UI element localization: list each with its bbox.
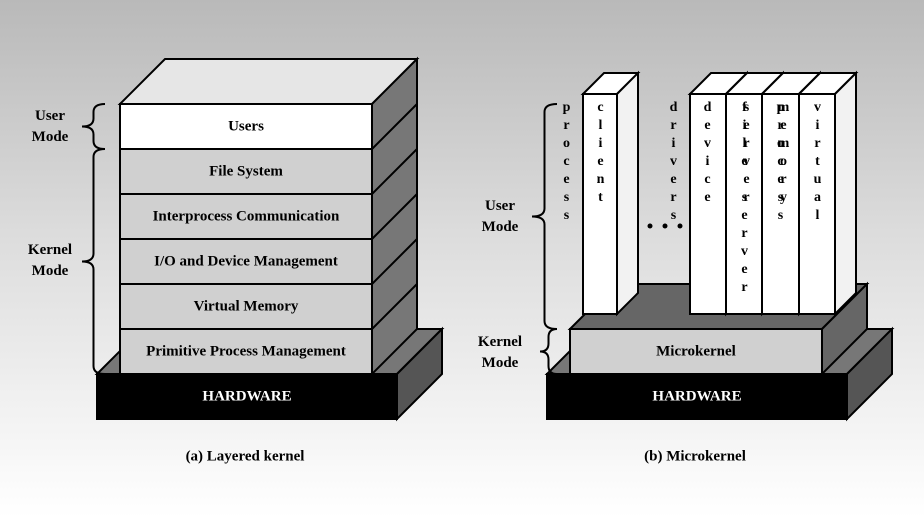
process-column-label: process server [739,100,788,226]
brace [81,148,106,375]
layer-edge [371,283,418,330]
layer-label: File System [209,163,283,179]
ellipsis-dot [647,223,653,229]
brace [539,328,558,375]
shapes [81,56,895,422]
process-column-label: virtual memory [776,100,825,226]
box-front [689,93,727,315]
hardware-label: HARDWARE [652,388,741,404]
box-front [798,93,836,315]
mode-label: Kernel Mode [477,334,523,371]
ellipsis-dot [677,223,683,229]
box-front [546,373,848,420]
mode-label: User Mode [31,108,69,145]
layer-label: Interprocess Communication [153,208,340,224]
layer-label: Virtual Memory [194,298,299,314]
layer [119,328,373,375]
brace [531,103,558,330]
brace [81,103,106,150]
process-column-label: file server [737,100,752,298]
ellipsis-dot [662,223,668,229]
box-side [834,70,857,317]
mode-label: Kernel Mode [27,242,73,279]
texts: Users File System Interprocess Communica… [146,118,746,464]
caption: (b) Microkernel [644,448,746,464]
layer-edge [371,238,418,285]
box-front [725,93,763,315]
process-column-label: client process [559,100,608,226]
layer-label: Primitive Process Management [146,343,346,359]
layer-edge [371,148,418,195]
microkernel-label: Microkernel [656,343,736,359]
hardware-label: HARDWARE [202,388,291,404]
layer [119,193,373,240]
box-front [582,93,618,315]
box-side [616,70,639,317]
layer [119,103,373,150]
process-column-label: device drivers [666,100,715,226]
layer-edge [371,103,418,150]
mode-label: User Mode [481,198,519,235]
stack-top [117,58,420,105]
box-front [96,373,398,420]
layer-label: Users [228,118,264,134]
box-front [569,328,823,375]
layer-edge [371,193,418,240]
layer-label: I/O and Device Management [154,253,338,269]
caption: (a) Layered kernel [186,448,305,464]
